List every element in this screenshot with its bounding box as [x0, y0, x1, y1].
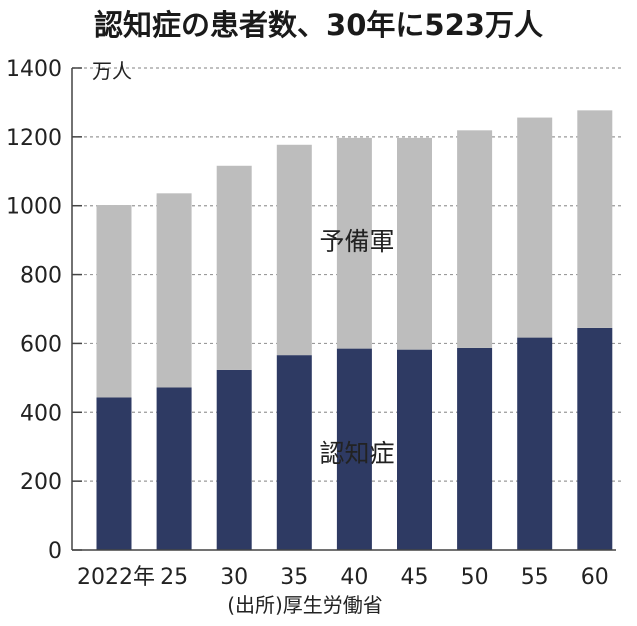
series-label-yobigun: 予備軍 [319, 227, 394, 256]
y-tick-label-1000: 1000 [6, 195, 62, 220]
x-tick-label-7: 55 [521, 565, 549, 590]
source-label: (出所)厚生労働省 [227, 593, 383, 617]
x-tick-label-0: 2022年 [77, 565, 155, 590]
bar-ninchisho-1 [156, 387, 192, 550]
x-tick-label-2: 30 [220, 565, 248, 590]
bar-ninchisho-4 [336, 348, 372, 550]
bar-yobigun-0 [96, 205, 132, 398]
bar-ninchisho-7 [517, 337, 553, 550]
bar-ninchisho-3 [276, 355, 312, 550]
bar-yobigun-6 [457, 130, 493, 348]
bar-ninchisho-2 [216, 369, 252, 550]
y-tick-label-800: 800 [20, 264, 62, 289]
bar-yobigun-3 [276, 144, 312, 356]
bar-yobigun-2 [216, 165, 252, 370]
x-tick-label-8: 60 [581, 565, 609, 590]
bar-ninchisho-6 [457, 347, 493, 550]
bar-yobigun-5 [397, 137, 432, 350]
x-tick-label-5: 45 [401, 565, 429, 590]
bar-ninchisho-8 [577, 327, 613, 550]
bar-ninchisho-0 [96, 397, 132, 550]
series-label-ninchisho: 認知症 [319, 439, 394, 468]
y-tick-label-400: 400 [20, 401, 62, 426]
x-tick-label-3: 35 [280, 565, 308, 590]
x-tick-labels: 2022年 25 30 35 40 45 50 55 60 [77, 565, 609, 590]
bar-ninchisho-5 [397, 349, 432, 550]
chart-title: 認知症の患者数、30年に523万人 [94, 8, 543, 42]
bar-yobigun-7 [517, 117, 553, 338]
bar-yobigun-1 [156, 193, 192, 388]
y-tick-labels: 0 200 400 600 800 1000 1200 1400 [6, 57, 62, 564]
bar-yobigun-8 [577, 110, 613, 328]
unit-label: 万人 [92, 59, 132, 83]
y-tick-label-1200: 1200 [6, 126, 62, 151]
bars [96, 110, 613, 550]
y-tick-label-600: 600 [20, 332, 62, 357]
x-tick-label-1: 25 [160, 565, 188, 590]
y-tick-label-200: 200 [20, 470, 62, 495]
y-axis [71, 67, 616, 551]
x-tick-label-4: 40 [340, 565, 368, 590]
x-tick-label-6: 50 [461, 565, 489, 590]
y-tick-label-0: 0 [48, 539, 62, 564]
y-tick-label-1400: 1400 [6, 57, 62, 82]
bar-yobigun-4 [336, 137, 372, 349]
